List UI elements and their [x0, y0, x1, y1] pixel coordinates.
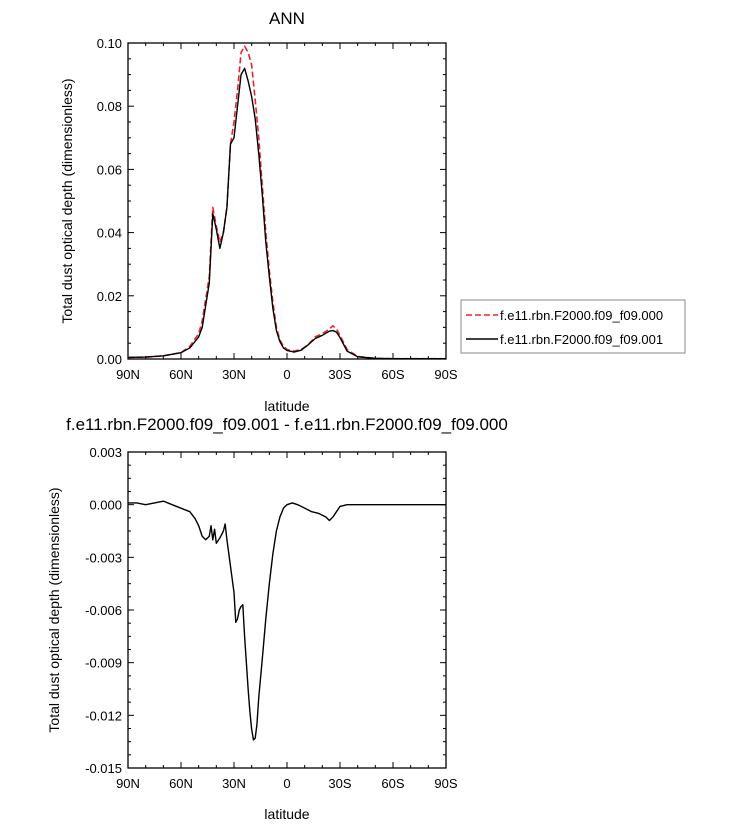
top-chart-series-line-0	[127, 45, 446, 360]
bottom-chart-ytick-label: -0.006	[85, 603, 122, 618]
top-chart-ytick-label: 0.10	[97, 36, 122, 51]
legend-box	[460, 299, 686, 354]
bottom-chart-ytick-label: 0.003	[89, 445, 122, 460]
bottom-chart-xlabel: latitude	[264, 806, 309, 822]
bottom-chart-ytick-label: 0.000	[89, 498, 122, 513]
bottom-chart-xtick-label: 90N	[116, 776, 140, 791]
top-chart-ticks-layer: 90N 60N 30N 0 30S 60S 90S 0.00 0.02 0.04 0.06 0.08 0…	[97, 36, 458, 382]
top-chart-ytick-label: 0.06	[97, 162, 122, 177]
bottom-chart-xtick-label: 60S	[381, 776, 404, 791]
top-chart-series-layer	[127, 45, 446, 360]
top-chart-xtick-label: 0	[283, 367, 290, 382]
top-chart-xtick-label: 90S	[434, 367, 457, 382]
bottom-chart-xtick-label: 60N	[169, 776, 193, 791]
top-chart-series-line-1	[127, 67, 446, 360]
bottom-chart-xtick-label: 30N	[222, 776, 246, 791]
bottom-chart-plot-frame	[127, 451, 447, 769]
bottom-chart-ytick-label: -0.003	[85, 550, 122, 565]
bottom-chart-xtick-label: 30S	[328, 776, 351, 791]
bottom-chart-xtick-label: 0	[283, 776, 290, 791]
top-chart-xtick-label: 60S	[381, 367, 404, 382]
legend-label-1: f.e11.rbn.F2000.f09_f09.001	[500, 332, 663, 347]
bottom-chart-panel: f.e11.rbn.F2000.f09_f09.001 - f.e11.rbn.…	[46, 415, 508, 822]
top-chart-ylabel: Total dust optical depth (dimensionless)	[59, 78, 75, 323]
bottom-chart-xtick-label: 90S	[434, 776, 457, 791]
bottom-chart-ytick-label: -0.009	[85, 656, 122, 671]
top-chart-xtick-label: 90N	[116, 367, 140, 382]
top-chart-panel: ANN Total dust optical depth (dimensionl…	[59, 9, 458, 414]
bottom-chart-ytick-label: -0.015	[85, 761, 122, 776]
top-chart-xtick-label: 60N	[169, 367, 193, 382]
top-chart-xlabel: latitude	[264, 398, 309, 414]
legend-label-0: f.e11.rbn.F2000.f09_f09.000	[500, 308, 663, 323]
top-chart-plot-frame	[127, 42, 447, 360]
top-chart-xtick-label: 30S	[328, 367, 351, 382]
bottom-chart-series-layer	[128, 500, 446, 741]
top-chart-ytick-label: 0.00	[97, 352, 122, 367]
top-chart-ytick-label: 0.08	[97, 99, 122, 114]
bottom-chart-ticks-layer: 90N 60N 30N 0 30S 60S 90S -0.015 -0.012 -0.009 -0.…	[85, 445, 458, 791]
top-chart-ytick-label: 0.02	[97, 289, 122, 304]
bottom-chart-title: f.e11.rbn.F2000.f09_f09.001 - f.e11.rbn.…	[66, 415, 508, 434]
bottom-chart-series-line-0	[128, 500, 446, 741]
bottom-chart-ytick-label: -0.012	[85, 708, 122, 723]
top-chart-xtick-label: 30N	[222, 367, 246, 382]
top-chart-title: ANN	[269, 9, 305, 28]
top-chart-legend: f.e11.rbn.F2000.f09_f09.000 f.e11.rbn.F2…	[460, 299, 686, 354]
top-chart-ytick-label: 0.04	[97, 226, 122, 241]
bottom-chart-ylabel: Total dust optical depth (dimensionless)	[46, 487, 62, 732]
